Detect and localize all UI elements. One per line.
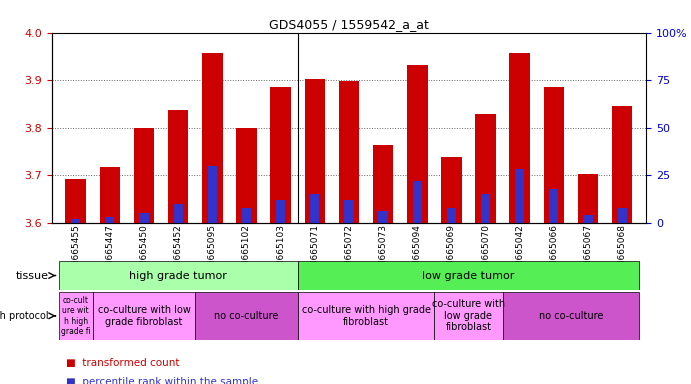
Bar: [59, 292, 93, 340]
Text: no co-culture: no co-culture: [539, 311, 603, 321]
Bar: [502, 292, 639, 340]
Title: GDS4055 / 1559542_a_at: GDS4055 / 1559542_a_at: [269, 18, 429, 31]
Text: high grade tumor: high grade tumor: [129, 270, 227, 281]
Bar: [544, 87, 564, 223]
Bar: [270, 87, 291, 223]
Bar: [447, 207, 456, 223]
Bar: [481, 194, 490, 223]
Bar: [71, 219, 80, 223]
Bar: [93, 292, 196, 340]
Bar: [379, 211, 388, 223]
Bar: [475, 114, 496, 223]
Bar: [276, 200, 285, 223]
Bar: [310, 194, 319, 223]
Bar: [140, 213, 149, 223]
Bar: [441, 157, 462, 223]
Bar: [134, 128, 154, 223]
Bar: [59, 261, 298, 290]
Bar: [413, 181, 422, 223]
Bar: [509, 53, 530, 223]
Bar: [173, 204, 183, 223]
Bar: [202, 53, 223, 223]
Text: low grade tumor: low grade tumor: [422, 270, 515, 281]
Bar: [242, 207, 251, 223]
Text: ■  percentile rank within the sample: ■ percentile rank within the sample: [66, 377, 258, 384]
Bar: [339, 81, 359, 223]
Text: co-culture with high grade
fibroblast: co-culture with high grade fibroblast: [301, 305, 430, 327]
Bar: [305, 79, 325, 223]
Text: tissue: tissue: [15, 270, 48, 281]
Text: growth protocol: growth protocol: [0, 311, 48, 321]
Bar: [578, 174, 598, 223]
Text: co-culture with
low grade
fibroblast: co-culture with low grade fibroblast: [432, 299, 505, 333]
Bar: [373, 145, 393, 223]
Bar: [344, 200, 354, 223]
Bar: [66, 179, 86, 223]
Text: ■  transformed count: ■ transformed count: [66, 358, 179, 368]
Bar: [618, 207, 627, 223]
Bar: [105, 217, 115, 223]
Text: no co-culture: no co-culture: [214, 311, 278, 321]
Bar: [100, 167, 120, 223]
Bar: [435, 292, 502, 340]
Text: co-culture with low
grade fibroblast: co-culture with low grade fibroblast: [97, 305, 191, 327]
Bar: [549, 189, 558, 223]
Bar: [612, 106, 632, 223]
Bar: [236, 128, 257, 223]
Bar: [168, 109, 189, 223]
Bar: [298, 261, 639, 290]
Bar: [298, 292, 435, 340]
Text: co-cult
ure wit
h high
grade fi: co-cult ure wit h high grade fi: [61, 296, 91, 336]
Bar: [196, 292, 298, 340]
Bar: [208, 166, 217, 223]
Bar: [407, 65, 428, 223]
Bar: [515, 169, 524, 223]
Bar: [583, 215, 593, 223]
